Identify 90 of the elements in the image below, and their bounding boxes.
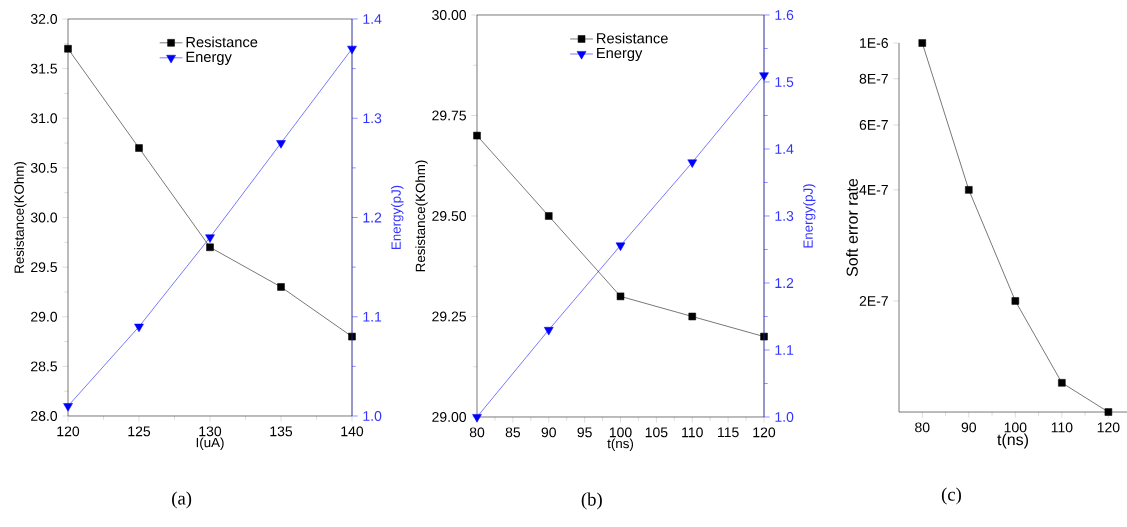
y2-tick-label: 1.4 bbox=[775, 144, 794, 154]
x-tick-label: 110 bbox=[682, 427, 703, 438]
y2-tick-label: 1.0 bbox=[363, 411, 382, 421]
point bbox=[347, 45, 357, 55]
legend-label: Resistance bbox=[597, 32, 668, 44]
x-tick-label: 130 bbox=[199, 426, 222, 437]
y-tick-label: 29.75 bbox=[432, 110, 467, 121]
point bbox=[545, 212, 553, 220]
y-axis-title: Soft error rate bbox=[846, 178, 858, 277]
y2-axis-title: Energy(pJ) bbox=[803, 184, 816, 248]
x-tick-label: 100 bbox=[1004, 422, 1027, 433]
point bbox=[348, 332, 356, 341]
x-axis-title: t(ns) bbox=[997, 433, 1028, 449]
point bbox=[615, 242, 626, 251]
y2-tick-label: 1.3 bbox=[363, 113, 382, 124]
point bbox=[616, 292, 625, 301]
y-axis-title: Resistance(KOhm) bbox=[14, 162, 27, 273]
y2-tick-label: 1.1 bbox=[363, 311, 382, 322]
y2-tick-label: 1.0 bbox=[775, 412, 794, 422]
y-tick-label: 29.00 bbox=[432, 412, 467, 422]
x-tick-label: 125 bbox=[128, 426, 151, 437]
y2-tick-label: 1.4 bbox=[363, 14, 382, 24]
y-tick-label: 28.5 bbox=[31, 361, 58, 372]
text: (a) bbox=[172, 491, 192, 509]
x-tick-label: 120 bbox=[753, 427, 776, 438]
y-tick-label: 4E-7 bbox=[859, 185, 888, 195]
x-tick-label: 110 bbox=[1051, 422, 1073, 433]
x-tick-label: 120 bbox=[57, 426, 80, 437]
y-tick-label: 29.50 bbox=[432, 211, 467, 221]
y-tick-label: 2E-7 bbox=[859, 296, 888, 306]
x-axis-title: t(ns) bbox=[607, 438, 634, 451]
y2-tick-label: 1.2 bbox=[363, 212, 382, 223]
y-tick-label: 1E-6 bbox=[860, 38, 888, 48]
y2-tick-label: 1.6 bbox=[775, 10, 794, 20]
y-tick-label: 29.5 bbox=[31, 262, 58, 273]
x-tick-label: 120 bbox=[1097, 422, 1120, 433]
point bbox=[135, 144, 143, 152]
point bbox=[1104, 408, 1113, 416]
point bbox=[64, 45, 72, 53]
y2-tick-label: 1.2 bbox=[775, 278, 794, 288]
y2-tick-label: 1.5 bbox=[775, 77, 794, 87]
x-axis-title: I(uA) bbox=[196, 437, 224, 450]
y-tick-label: 8E-7 bbox=[859, 73, 888, 84]
text: (c) bbox=[941, 487, 961, 505]
y-axis-title: Resistance(KOhm) bbox=[415, 160, 428, 272]
y-tick-label: 30.00 bbox=[432, 10, 467, 20]
x-tick-label: 135 bbox=[270, 426, 293, 437]
y-tick-label: 6E-7 bbox=[859, 119, 888, 130]
y-tick-label: 30.5 bbox=[30, 162, 58, 173]
legend-label: Energy bbox=[597, 47, 643, 62]
y-tick-label: 28.0 bbox=[31, 411, 58, 421]
point bbox=[1058, 379, 1066, 387]
y-tick-label: 29.25 bbox=[432, 311, 467, 322]
y2-tick-label: 1.3 bbox=[775, 211, 794, 221]
x-tick-label: 115 bbox=[718, 427, 739, 438]
point bbox=[543, 327, 554, 336]
y-tick-label: 31.5 bbox=[30, 63, 58, 74]
x-tick-label: 140 bbox=[341, 426, 364, 437]
x-tick-label: 85 bbox=[505, 427, 521, 438]
point bbox=[134, 323, 144, 333]
point bbox=[1011, 297, 1020, 305]
point bbox=[205, 234, 215, 243]
y-tick-label: 29.0 bbox=[31, 311, 58, 322]
x-tick-label: 105 bbox=[645, 427, 668, 438]
point bbox=[759, 72, 769, 81]
y-tick-label: 32.0 bbox=[30, 14, 58, 24]
point bbox=[965, 186, 973, 194]
y-tick-label: 30.0 bbox=[30, 212, 58, 223]
y2-tick-label: 1.1 bbox=[775, 345, 794, 355]
point bbox=[760, 332, 768, 341]
x-tick-label: 90 bbox=[961, 422, 977, 433]
point bbox=[276, 140, 286, 149]
point bbox=[472, 414, 482, 423]
y-tick-label: 31.0 bbox=[30, 113, 58, 124]
point bbox=[687, 159, 698, 168]
point bbox=[918, 39, 926, 47]
x-tick-label: 100 bbox=[609, 427, 632, 438]
point bbox=[63, 403, 73, 412]
text: (b) bbox=[581, 492, 602, 510]
point bbox=[688, 312, 696, 321]
x-tick-label: 90 bbox=[541, 427, 556, 438]
point bbox=[473, 131, 481, 140]
point bbox=[206, 243, 214, 251]
point bbox=[277, 283, 285, 291]
legend-label: Energy bbox=[186, 51, 232, 65]
y2-axis-title: Energy(pJ) bbox=[391, 185, 404, 250]
legend-label: Resistance bbox=[186, 36, 258, 48]
x-tick-label: 80 bbox=[469, 427, 485, 438]
x-tick-label: 95 bbox=[577, 427, 592, 438]
x-tick-label: 80 bbox=[915, 422, 930, 433]
